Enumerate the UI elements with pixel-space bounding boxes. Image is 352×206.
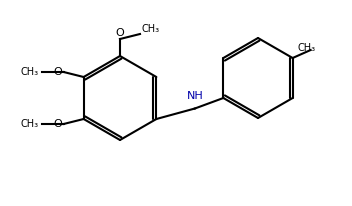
Text: NH: NH: [187, 90, 203, 101]
Text: CH₃: CH₃: [20, 119, 39, 129]
Text: O: O: [53, 119, 62, 129]
Text: O: O: [53, 67, 62, 77]
Text: CH₃: CH₃: [20, 67, 39, 77]
Text: O: O: [115, 28, 124, 38]
Text: CH₃: CH₃: [298, 43, 316, 53]
Text: CH₃: CH₃: [142, 24, 160, 34]
